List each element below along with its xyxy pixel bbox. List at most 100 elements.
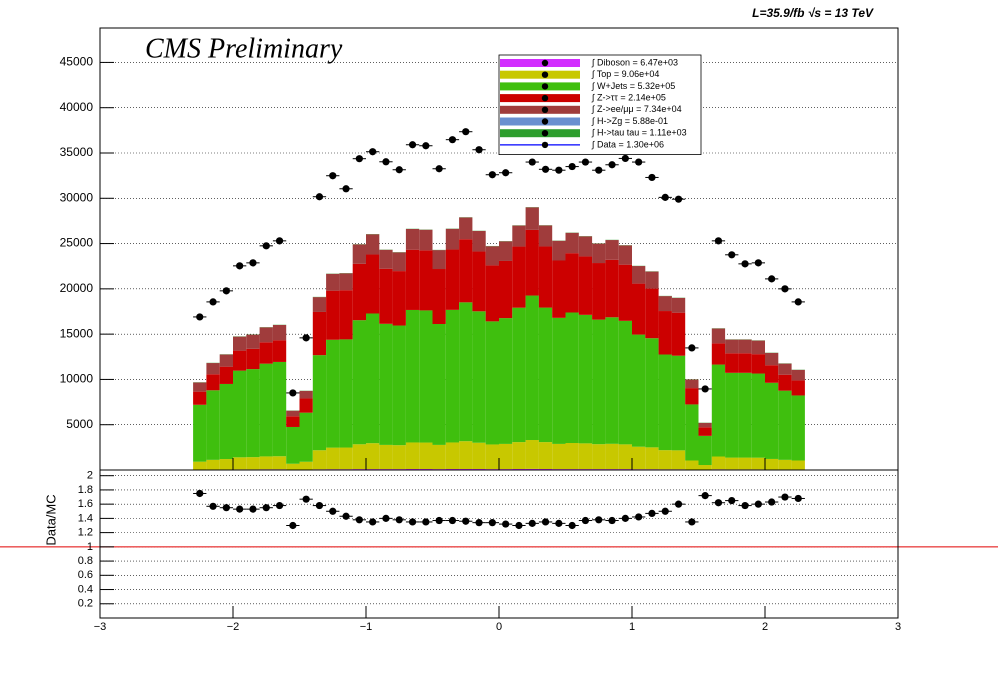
ratio-point-marker bbox=[289, 521, 297, 530]
stack-bar bbox=[525, 440, 539, 469]
ratio-point-marker bbox=[382, 514, 390, 522]
stack-bar bbox=[246, 369, 260, 458]
stack-bar bbox=[419, 310, 433, 443]
stack-bar bbox=[499, 443, 513, 470]
stack-bar bbox=[299, 398, 313, 413]
y-tick-label: 0.2 bbox=[78, 598, 93, 610]
ratio-point-marker bbox=[329, 507, 337, 515]
stack-bar bbox=[791, 395, 805, 461]
stack-bar bbox=[259, 342, 273, 364]
stack-bar bbox=[326, 290, 340, 340]
stack-bar bbox=[419, 442, 433, 470]
data-point-marker bbox=[502, 169, 510, 177]
stack-bar bbox=[565, 443, 579, 470]
x-tick-label: −2 bbox=[227, 621, 240, 633]
ratio-point-marker bbox=[236, 505, 244, 513]
data-point bbox=[246, 259, 260, 267]
data-point bbox=[751, 259, 765, 267]
stack-bar bbox=[778, 459, 792, 470]
stack-bar bbox=[339, 273, 353, 291]
stack-bar bbox=[485, 444, 499, 470]
y-tick-label: 1.2 bbox=[78, 527, 93, 539]
data-point-marker bbox=[488, 171, 496, 179]
stack-bar bbox=[326, 339, 340, 448]
stack-bar bbox=[233, 457, 247, 470]
ratio-point bbox=[512, 521, 526, 530]
data-point-marker bbox=[768, 275, 776, 283]
stack-bar bbox=[312, 297, 327, 312]
ratio-point-marker bbox=[794, 494, 802, 503]
stack-bar bbox=[671, 450, 686, 470]
stack-bar bbox=[272, 340, 287, 362]
legend-swatch bbox=[500, 129, 580, 138]
stack-bar bbox=[219, 459, 233, 470]
stack-bar bbox=[658, 354, 672, 451]
ratio-point bbox=[219, 504, 233, 512]
stack-bar bbox=[445, 442, 460, 470]
x-tick-label: 1 bbox=[629, 621, 635, 633]
ratio-point-marker bbox=[196, 489, 204, 498]
data-point bbox=[405, 141, 420, 149]
ratio-point bbox=[711, 499, 726, 507]
ratio-point bbox=[578, 516, 593, 525]
data-point-marker bbox=[741, 260, 749, 268]
ratio-point-marker bbox=[661, 507, 669, 515]
stack-bar bbox=[206, 363, 220, 375]
stack-bar bbox=[632, 446, 646, 470]
chart-title: CMS Preliminary bbox=[145, 33, 343, 64]
stack-bar bbox=[778, 374, 792, 391]
y-tick-label: 40000 bbox=[60, 100, 94, 114]
stack-bar bbox=[472, 442, 486, 470]
stack-bar bbox=[379, 323, 393, 445]
ratio-point bbox=[765, 498, 779, 506]
stack-bar bbox=[499, 318, 513, 444]
data-point-marker bbox=[581, 158, 590, 166]
stack-bar bbox=[352, 444, 366, 470]
y-tick-label: 35000 bbox=[60, 145, 94, 159]
legend-label: ∫ H->tau tau = 1.11e+03 bbox=[591, 128, 687, 138]
stack-bar bbox=[339, 290, 353, 340]
stack-bar bbox=[778, 363, 792, 375]
stack-bar bbox=[632, 283, 646, 335]
stack-bar bbox=[392, 271, 406, 326]
ratio-point-marker bbox=[714, 499, 723, 507]
data-point-marker bbox=[608, 161, 616, 169]
ratio-point bbox=[565, 521, 579, 530]
ratio-point-marker bbox=[581, 516, 590, 525]
stack-bar bbox=[658, 296, 672, 312]
ratio-point-marker bbox=[528, 519, 536, 527]
data-point-marker bbox=[355, 155, 363, 163]
data-point-marker bbox=[329, 172, 337, 180]
stack-bar bbox=[698, 435, 712, 466]
ratio-point-marker bbox=[408, 518, 417, 526]
stack-bar bbox=[578, 443, 593, 470]
ratio-point-marker bbox=[488, 519, 496, 527]
stack-bar bbox=[711, 456, 726, 470]
legend-swatch bbox=[500, 82, 580, 91]
data-point-marker bbox=[555, 166, 563, 174]
stack-bar bbox=[392, 325, 406, 446]
ratio-point-marker bbox=[275, 501, 284, 510]
stack-bar bbox=[578, 314, 593, 444]
stack-bar bbox=[525, 468, 539, 470]
data-point bbox=[233, 262, 247, 270]
stack-bar bbox=[538, 225, 553, 247]
stack-bar bbox=[206, 459, 220, 470]
stack-bar bbox=[645, 338, 659, 448]
stack-bar bbox=[791, 380, 805, 396]
legend-marker bbox=[541, 130, 549, 137]
stack-bar bbox=[392, 445, 406, 470]
data-point bbox=[552, 166, 566, 174]
stack-bar bbox=[432, 269, 446, 324]
stack-bar bbox=[592, 243, 606, 264]
y-tick-label: 45000 bbox=[60, 55, 94, 69]
stack-bar bbox=[645, 447, 659, 470]
stack-bar bbox=[299, 390, 313, 399]
data-point bbox=[445, 136, 460, 144]
stack-bar bbox=[233, 336, 247, 351]
stack-bar bbox=[738, 353, 752, 373]
y-tick-label: 0.4 bbox=[78, 583, 93, 595]
stack-bar bbox=[618, 245, 632, 265]
ratio-point bbox=[445, 516, 460, 525]
ratio-point bbox=[698, 492, 712, 500]
